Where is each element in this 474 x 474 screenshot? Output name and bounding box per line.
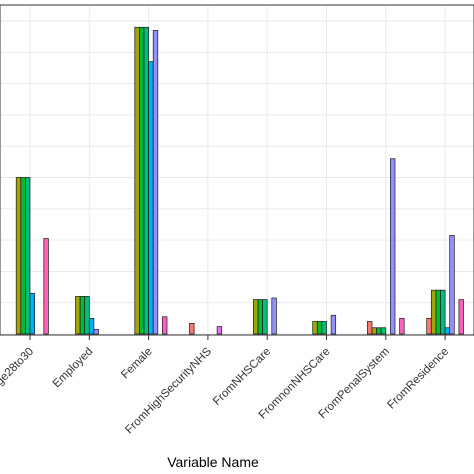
bar [152,30,159,335]
bar [75,296,81,335]
bar [312,321,318,335]
bar [15,177,22,335]
bar [25,177,31,335]
x-axis-tick-labels: Age28to30 Employed FemaleFromHighSecurityN… [0,345,451,436]
grid-lines [0,6,474,335]
bar [139,26,145,335]
plot-panel-border [0,4,474,336]
x-tick-label: Female [119,346,155,382]
bar [316,321,323,335]
x-axis-title: Variable Name [167,454,259,470]
x-tick-label: Employed [51,346,96,391]
bar [426,318,432,335]
bar [458,299,464,335]
bar [262,299,268,335]
bar [449,235,455,335]
x-tick-label: FromNHSCare [211,346,273,408]
bar [440,289,446,335]
bar [20,177,26,335]
bar [216,326,223,335]
bar [380,327,387,335]
bar [134,26,140,335]
bar [376,327,382,335]
bar [148,61,154,335]
bar [79,296,86,335]
bar [371,327,377,335]
bar [189,323,195,335]
bar [257,299,263,335]
bar [43,238,49,335]
bar [430,289,437,335]
bar [399,318,405,335]
bar [162,316,168,335]
x-tick-label: Age28to30 [0,346,36,394]
bar [390,158,396,335]
x-axis-ticks [29,335,446,340]
bar [271,297,277,335]
bar [435,289,441,335]
bar [29,292,35,335]
x-tick-label: FromResidence [385,346,451,412]
bar [84,296,90,335]
bar [143,26,149,335]
bar [93,328,99,335]
bar [88,318,95,335]
bars [15,26,464,335]
bar [253,299,259,335]
bar [444,327,451,335]
bar [321,321,327,335]
bar [367,321,373,335]
bar [330,314,337,335]
